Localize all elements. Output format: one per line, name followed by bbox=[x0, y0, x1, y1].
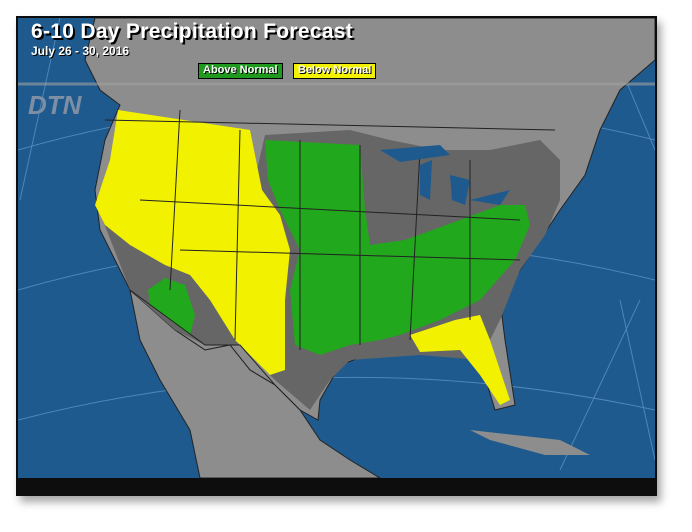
legend-below-normal: Below Normal bbox=[293, 63, 377, 79]
yellow-southeast-region bbox=[410, 315, 510, 405]
date-range: July 26 - 30, 2016 bbox=[31, 44, 130, 58]
green-southwest-region bbox=[148, 278, 195, 335]
legend-above-normal: Above Normal bbox=[198, 63, 283, 79]
yellow-west-region bbox=[95, 110, 290, 375]
land-mexico bbox=[129, 288, 381, 478]
map-title: 6-10 Day Precipitation Forecast bbox=[31, 20, 354, 43]
great-lakes bbox=[380, 145, 510, 205]
dtn-logo: DTN bbox=[28, 90, 82, 120]
green-central-region bbox=[265, 140, 530, 355]
borders bbox=[104, 109, 556, 386]
land-cuba bbox=[470, 430, 590, 455]
